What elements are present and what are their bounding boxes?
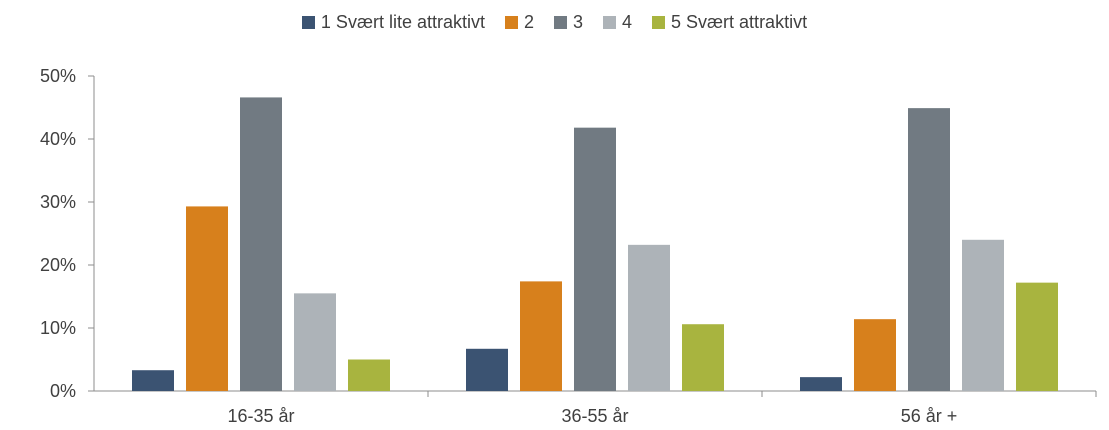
x-tick-label: 56 år + — [901, 406, 958, 426]
legend-label-4: 4 — [622, 12, 633, 32]
y-tick-label: 40% — [40, 129, 76, 149]
bar — [682, 324, 724, 391]
legend-label-1: 1 Svært lite attraktivt — [320, 12, 485, 32]
y-tick-label: 10% — [40, 318, 76, 338]
legend-swatch-5 — [652, 16, 666, 29]
legend-label-3: 3 — [573, 12, 584, 32]
legend-label-2: 2 — [523, 12, 534, 32]
legend-item-1: 1 Svært lite attraktivt — [301, 12, 485, 33]
bar — [962, 239, 1004, 391]
x-tick-label: 16-35 år — [227, 406, 294, 426]
bar — [574, 127, 616, 391]
legend-swatch-2 — [504, 16, 518, 29]
legend-label-5: 5 Svært attraktivt — [671, 12, 808, 32]
bar — [520, 281, 562, 391]
bar — [240, 97, 282, 392]
bar — [908, 108, 950, 391]
legend-item-3: 3 — [554, 12, 583, 33]
legend-swatch-3 — [554, 16, 567, 29]
legend-item-2: 2 — [504, 12, 534, 33]
bar — [466, 348, 508, 391]
bar — [132, 370, 174, 391]
y-tick-label: 20% — [40, 255, 76, 275]
bar — [800, 377, 842, 391]
legend-swatch-4 — [603, 16, 617, 29]
legend-item-5: 5 Svært attraktivt — [652, 12, 807, 33]
y-tick-label: 30% — [40, 192, 76, 212]
bar — [628, 244, 670, 391]
x-tick-label: 36-55 år — [561, 406, 628, 426]
bar — [1016, 282, 1058, 391]
y-tick-label: 0% — [50, 381, 76, 401]
bar — [294, 293, 336, 391]
bar — [348, 359, 390, 391]
legend-item-4: 4 — [603, 12, 632, 33]
y-tick-label: 50% — [40, 66, 76, 86]
chart-legend: 1 Svært lite attraktivt 2 3 4 5 Svært at… — [0, 12, 1109, 33]
bar — [186, 206, 228, 391]
legend-swatch-1 — [301, 16, 315, 29]
bar — [854, 319, 896, 391]
